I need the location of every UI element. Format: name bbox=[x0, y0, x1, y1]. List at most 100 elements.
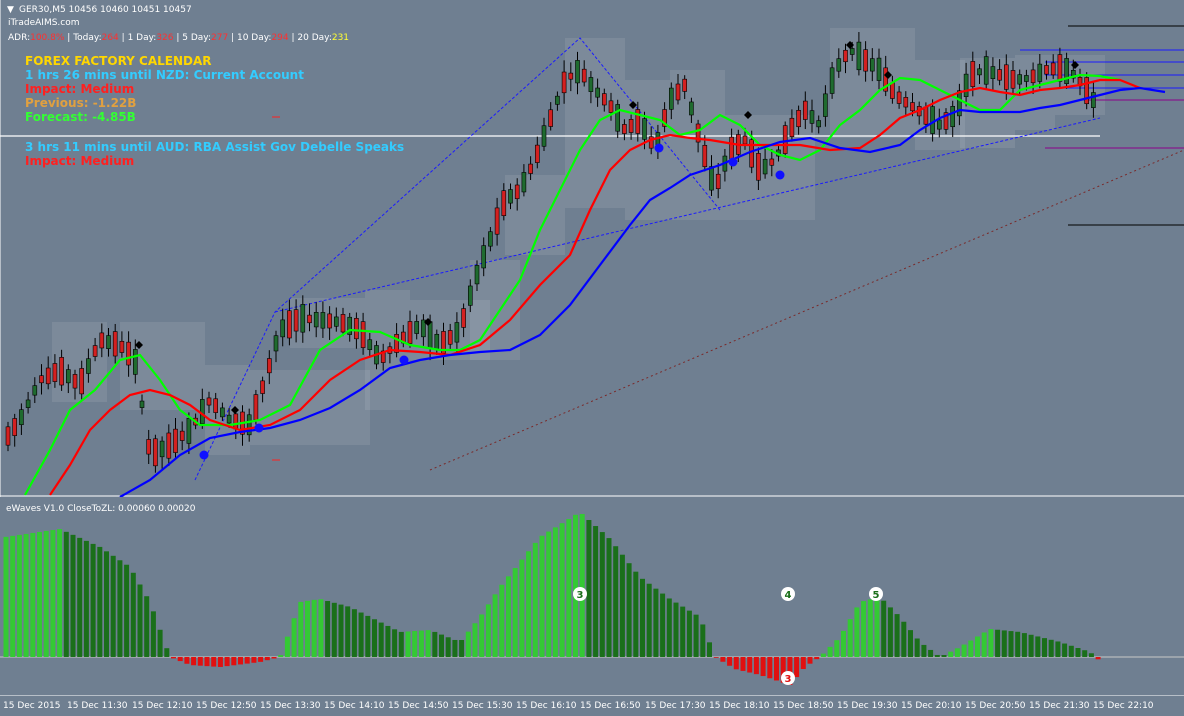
candle-body bbox=[1057, 54, 1063, 82]
indicator-label: eWaves V1.0 CloseToZL: 0.00060 0.00020 bbox=[6, 504, 196, 514]
candle-body bbox=[5, 426, 11, 446]
candle-body bbox=[461, 308, 466, 328]
time-axis-label: 15 Dec 19:30 bbox=[837, 701, 898, 711]
d10-value: 294 bbox=[271, 33, 289, 43]
osc-bar bbox=[3, 536, 9, 657]
candle-body bbox=[662, 109, 667, 127]
candle-body bbox=[923, 106, 929, 125]
osc-bar bbox=[1068, 645, 1074, 657]
adr-value: 100.8% bbox=[30, 33, 65, 43]
candle-body bbox=[320, 312, 326, 329]
candle-body bbox=[467, 285, 473, 306]
osc-bar bbox=[30, 532, 36, 657]
ewaves-oscillator[interactable]: 3 4 5 3 bbox=[0, 500, 1184, 696]
osc-bar bbox=[707, 642, 712, 657]
osc-bar bbox=[1035, 636, 1041, 657]
time-axis-label: 15 Dec 16:50 bbox=[580, 701, 641, 711]
osc-bar bbox=[311, 599, 317, 657]
osc-bar bbox=[331, 602, 337, 657]
candle-body bbox=[990, 66, 996, 80]
time-axis-label: 15 Dec 11:30 bbox=[67, 701, 128, 711]
candle-body bbox=[253, 394, 259, 421]
calendar-title: FOREX FACTORY CALENDAR bbox=[25, 54, 212, 68]
candle-body bbox=[1037, 63, 1043, 82]
candle-body bbox=[762, 158, 768, 175]
candle-body bbox=[521, 172, 527, 193]
candle-body bbox=[689, 101, 694, 116]
candle-body bbox=[106, 335, 111, 349]
candle-body bbox=[548, 109, 554, 127]
candle-body bbox=[260, 380, 265, 394]
candle-body bbox=[541, 125, 547, 147]
candle-body bbox=[668, 87, 674, 110]
osc-bar bbox=[552, 527, 558, 657]
osc-bar bbox=[1048, 639, 1054, 657]
candle-body bbox=[869, 58, 875, 72]
osc-bar bbox=[43, 531, 49, 657]
osc-bar bbox=[941, 655, 947, 657]
time-axis-label: 15 Dec 12:10 bbox=[132, 701, 193, 711]
candle-body bbox=[66, 369, 71, 384]
candle-body bbox=[1030, 69, 1036, 84]
signal-dot bbox=[728, 157, 738, 167]
osc-bar bbox=[512, 568, 518, 657]
osc-bar bbox=[787, 657, 793, 685]
osc-bar bbox=[378, 622, 384, 657]
candle-body bbox=[769, 158, 775, 166]
candle-body bbox=[863, 49, 868, 72]
candle-body bbox=[474, 265, 480, 285]
osc-bar bbox=[854, 607, 860, 657]
candle-body bbox=[715, 173, 721, 190]
wave-label-badge bbox=[781, 587, 795, 601]
osc-bar bbox=[968, 640, 974, 657]
candle-body bbox=[25, 399, 31, 408]
osc-bar bbox=[16, 534, 22, 657]
candle-body bbox=[52, 363, 58, 382]
osc-bar bbox=[599, 532, 605, 657]
osc-bar bbox=[1001, 630, 1007, 657]
candle-body bbox=[1017, 74, 1023, 85]
osc-bar bbox=[713, 657, 719, 658]
chart-menu-icon[interactable]: ▼ bbox=[7, 5, 14, 15]
candle-body bbox=[642, 118, 647, 140]
candle-body bbox=[555, 95, 560, 105]
wave-label-badge bbox=[573, 587, 587, 601]
candle-body bbox=[12, 418, 17, 436]
candle-body bbox=[615, 104, 621, 132]
osc-bar bbox=[465, 631, 471, 657]
time-axis-label: 15 Dec 2015 bbox=[3, 701, 61, 711]
adr-sep: | bbox=[228, 33, 237, 43]
candle-body bbox=[414, 321, 420, 334]
osc-bar bbox=[57, 529, 63, 657]
osc-bar bbox=[271, 657, 277, 659]
signal-dot bbox=[399, 355, 409, 365]
wave-label: 3 bbox=[577, 590, 584, 601]
osc-bar bbox=[660, 593, 666, 657]
candle-body bbox=[903, 97, 909, 108]
candle-body bbox=[179, 430, 185, 441]
range-box bbox=[120, 322, 205, 410]
candle-body bbox=[233, 413, 239, 430]
candle-body bbox=[534, 144, 540, 163]
price-chart[interactable] bbox=[0, 0, 1184, 497]
osc-bar bbox=[653, 588, 659, 657]
candle-body bbox=[514, 184, 520, 200]
candle-body bbox=[601, 93, 607, 106]
candle-body bbox=[622, 124, 627, 134]
osc-bar bbox=[780, 657, 786, 683]
adr-panel: ADR:100.8% | Today:264 | 1 Day:326 | 5 D… bbox=[8, 33, 349, 43]
osc-bar bbox=[298, 601, 304, 657]
candle-body bbox=[910, 102, 915, 112]
candle-body bbox=[843, 49, 848, 63]
osc-bar bbox=[117, 560, 123, 657]
candle-body bbox=[1064, 58, 1069, 84]
time-axis-label: 15 Dec 13:30 bbox=[260, 701, 321, 711]
range-box bbox=[915, 60, 965, 150]
osc-bar bbox=[700, 624, 706, 657]
osc-bar bbox=[948, 651, 954, 657]
osc-bar bbox=[37, 531, 42, 657]
osc-bar bbox=[1015, 631, 1021, 657]
time-axis-label: 15 Dec 20:50 bbox=[965, 701, 1026, 711]
osc-bar bbox=[613, 546, 619, 657]
